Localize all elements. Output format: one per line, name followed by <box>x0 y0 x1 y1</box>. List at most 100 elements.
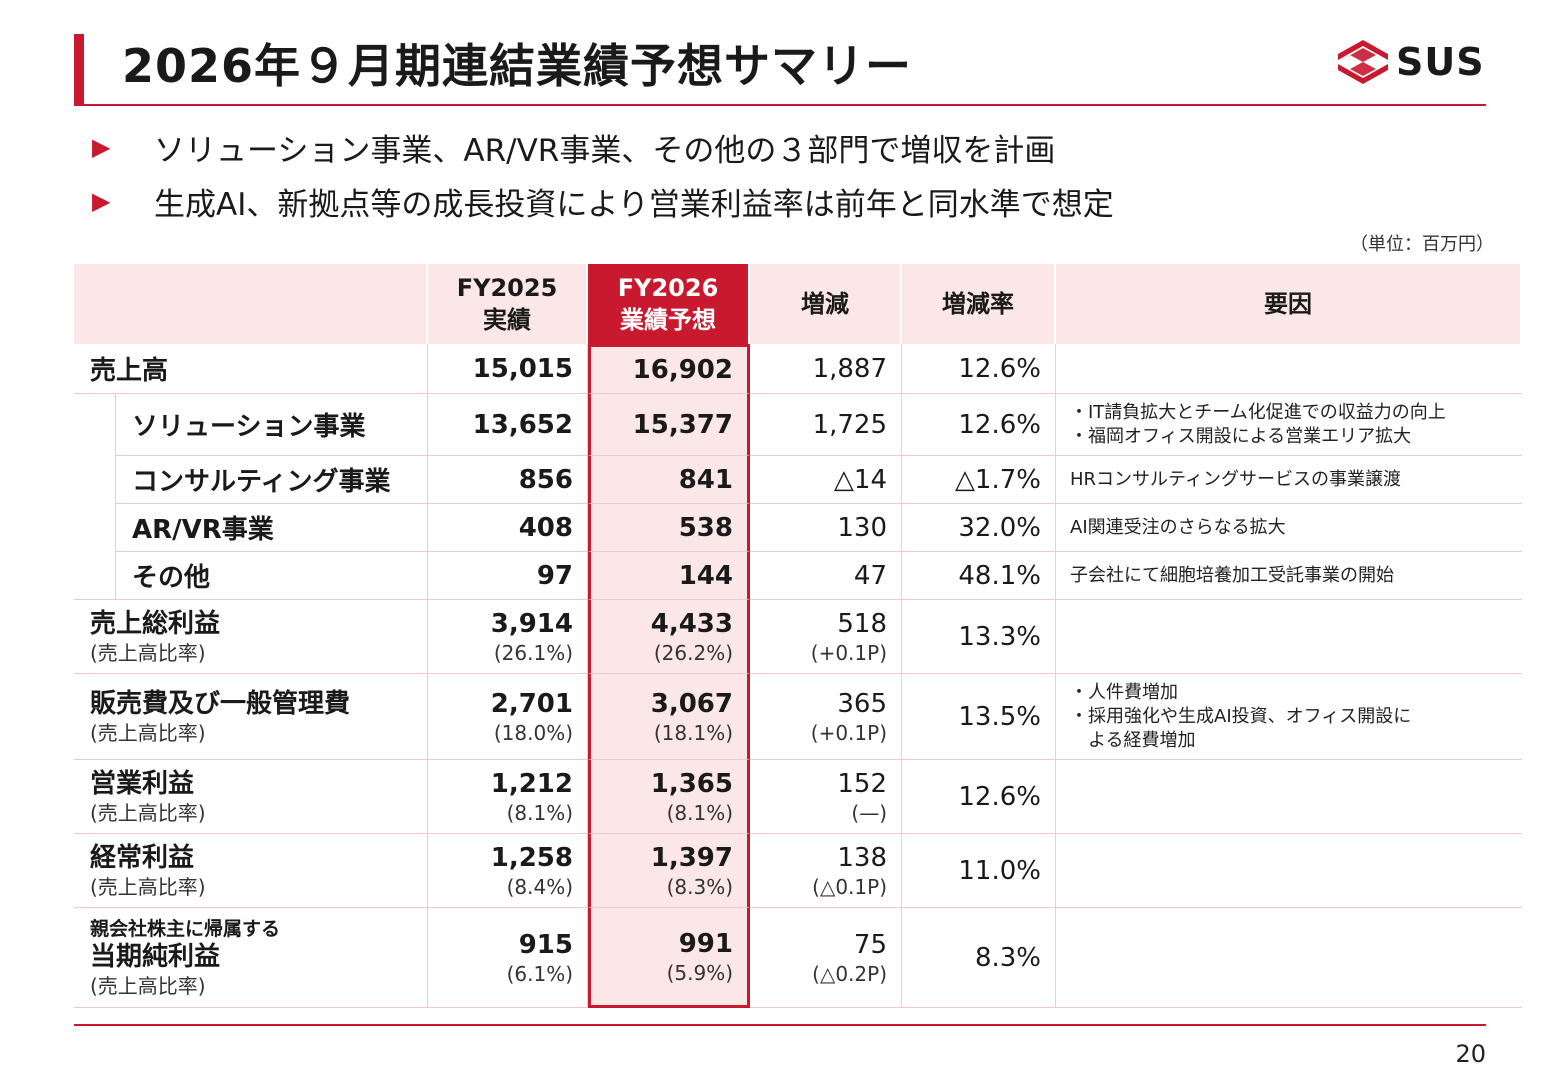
row-label-cell: 売上総利益 (売上高比率) <box>74 600 428 674</box>
table-row: コンサルティング事業 856 841 △14 △1.7% HRコンサルティングサ… <box>74 456 1522 504</box>
fy2026-value: 144 <box>588 552 750 600</box>
reason-cell: ・人件費増加 ・採用強化や生成AI投資、オフィス開設に よる経費増加 <box>1056 674 1522 760</box>
change-ratio: (—) <box>851 800 887 825</box>
fy2025-value: 1,258 <box>490 842 573 873</box>
row-label: 経常利益 <box>90 842 195 873</box>
summary-bullets: ▶ ソリューション事業、AR/VR事業、その他の３部門で増収を計画 ▶ 生成AI… <box>92 120 1114 228</box>
row-label: その他 <box>116 552 428 600</box>
rate-value: 48.1% <box>902 552 1056 600</box>
table-row: 経常利益 (売上高比率) 1,258 (8.4%) 1,397 (8.3%) 138(… <box>74 834 1522 908</box>
rate-value: 8.3% <box>902 908 1056 1008</box>
change-value: 152 <box>837 768 887 799</box>
change-value: 130 <box>750 504 902 552</box>
row-label: 営業利益 <box>90 768 195 799</box>
reason-cell <box>1056 760 1522 834</box>
row-sublabel: (売上高比率) <box>90 973 206 998</box>
rate-value: 12.6% <box>902 344 1056 394</box>
title-divider <box>74 104 1486 106</box>
table-row: 営業利益 (売上高比率) 1,212 (8.1%) 1,365 (8.1%) 152(… <box>74 760 1522 834</box>
fy2026-cell: 1,397 (8.3%) <box>588 834 750 908</box>
fy2026-value: 1,365 <box>650 768 733 799</box>
fy2025-value: 15,015 <box>428 344 588 394</box>
header-rate: 増減率 <box>902 264 1056 344</box>
table-row: 売上総利益 (売上高比率) 3,914 (26.1%) 4,433 (26.2%) 5… <box>74 600 1522 674</box>
fy2025-cell: 1,212 (8.1%) <box>428 760 588 834</box>
row-sublabel: (売上高比率) <box>90 720 206 745</box>
fy2026-value: 15,377 <box>588 394 750 456</box>
reason-line: ・福岡オフィス開設による営業エリア拡大 <box>1070 425 1412 447</box>
row-label-prefix: 親会社株主に帰属する <box>90 917 281 940</box>
fy2025-value: 915 <box>518 929 573 960</box>
page-title: 2026年９月期連結業績予想サマリー <box>122 39 913 93</box>
fy2025-cell: 2,701 (18.0%) <box>428 674 588 760</box>
rate-value: 13.3% <box>902 600 1056 674</box>
reason-cell: 子会社にて細胞培養加工受託事業の開始 <box>1056 552 1522 600</box>
reason-line: ・IT請負拡大とチーム化促進での収益力の向上 <box>1070 401 1446 423</box>
table-row: ソリューション事業 13,652 15,377 1,725 12.6% ・IT請… <box>74 394 1522 456</box>
bullet-item: ▶ 生成AI、新拠点等の成長投資により営業利益率は前年と同水準で想定 <box>92 174 1114 228</box>
indent-spacer <box>74 504 116 552</box>
reason-cell <box>1056 344 1522 394</box>
bullet-text: 生成AI、新拠点等の成長投資により営業利益率は前年と同水準で想定 <box>154 186 1114 223</box>
header-reason: 要因 <box>1056 264 1522 344</box>
fy2026-value: 841 <box>588 456 750 504</box>
fy2025-value: 1,212 <box>490 768 573 799</box>
bullet-item: ▶ ソリューション事業、AR/VR事業、その他の３部門で増収を計画 <box>92 120 1114 174</box>
header-fy2026-year: FY2026 <box>617 274 719 302</box>
table-row: AR/VR事業 408 538 130 32.0% AI関連受注のさらなる拡大 <box>74 504 1522 552</box>
change-ratio: (+0.1P) <box>810 640 887 665</box>
fy2025-value: 856 <box>428 456 588 504</box>
unit-note: （単位：百万円） <box>1350 234 1494 255</box>
header-blank <box>74 264 428 344</box>
change-cell: 152 (—) <box>750 760 902 834</box>
fy2026-value: 991 <box>678 928 733 959</box>
header-fy2026: FY2026 業績予想 <box>588 264 750 344</box>
fy2025-ratio: (8.1%) <box>506 800 573 825</box>
change-ratio: (△0.2P) <box>812 961 887 986</box>
fy2026-ratio: (26.2%) <box>653 640 733 665</box>
change-cell: 138 (△0.1P) <box>750 834 902 908</box>
fy2026-ratio: (18.1%) <box>653 720 733 745</box>
change-cell: 75 (△0.2P) <box>750 908 902 1008</box>
header-fy2025: FY2025 実績 <box>428 264 588 344</box>
row-label: 販売費及び一般管理費 <box>90 688 351 719</box>
fy2025-ratio: (8.4%) <box>506 874 573 899</box>
logo-text: SUS <box>1396 40 1485 84</box>
reason-line: よる経費増加 <box>1070 729 1196 751</box>
row-label: ソリューション事業 <box>116 394 428 456</box>
fy2025-ratio: (6.1%) <box>506 961 573 986</box>
fy2026-ratio: (8.3%) <box>666 874 733 899</box>
reason-cell: HRコンサルティングサービスの事業譲渡 <box>1056 456 1522 504</box>
fy2025-cell: 915 (6.1%) <box>428 908 588 1008</box>
header-change: 増減 <box>750 264 902 344</box>
fy2025-ratio: (26.1%) <box>493 640 573 665</box>
fy2026-value: 3,067 <box>650 688 733 719</box>
fy2025-cell: 3,914 (26.1%) <box>428 600 588 674</box>
row-label-cell: 経常利益 (売上高比率) <box>74 834 428 908</box>
row-label: 売上総利益 <box>90 608 221 639</box>
row-sublabel: (売上高比率) <box>90 874 206 899</box>
header-fy2025-type: 実績 <box>483 306 531 334</box>
row-label: 当期純利益 <box>90 941 221 972</box>
rate-value: 12.6% <box>902 760 1056 834</box>
row-label-cell: 営業利益 (売上高比率) <box>74 760 428 834</box>
reason-cell: AI関連受注のさらなる拡大 <box>1056 504 1522 552</box>
footer-divider <box>74 1024 1486 1026</box>
table-row: その他 97 144 47 48.1% 子会社にて細胞培養加工受託事業の開始 <box>74 552 1522 600</box>
reason-line: ・人件費増加 <box>1070 681 1178 703</box>
row-label: AR/VR事業 <box>116 504 428 552</box>
change-value: 1,887 <box>750 344 902 394</box>
fy2025-value: 3,914 <box>490 608 573 639</box>
row-sublabel: (売上高比率) <box>90 640 206 665</box>
fy2026-value: 1,397 <box>650 842 733 873</box>
change-cell: 365 (+0.1P) <box>750 674 902 760</box>
change-value: 1,725 <box>750 394 902 456</box>
fy2026-ratio: (8.1%) <box>666 800 733 825</box>
change-value: △14 <box>750 456 902 504</box>
table-row: 親会社株主に帰属する 当期純利益 (売上高比率) 915 (6.1%) 991 (5.9… <box>74 908 1522 1008</box>
fy2026-cell: 3,067 (18.1%) <box>588 674 750 760</box>
fy2026-cell: 991 (5.9%) <box>588 908 750 1008</box>
rate-value: 32.0% <box>902 504 1056 552</box>
fy2026-value: 538 <box>588 504 750 552</box>
reason-line: ・採用強化や生成AI投資、オフィス開設に <box>1070 705 1412 727</box>
